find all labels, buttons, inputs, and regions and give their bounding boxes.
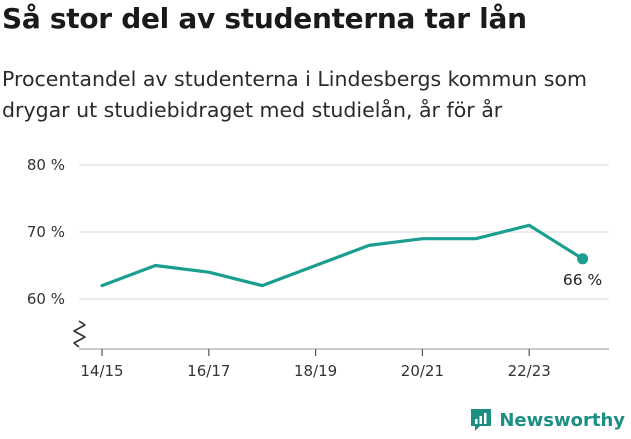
newsworthy-logo: Newsworthy: [469, 407, 625, 433]
y-axis-ticks: 60 % 70 % 80 %: [27, 156, 65, 308]
chart-title: Så stor del av studenterna tar lån: [2, 2, 527, 35]
axis-break-zigzag: [73, 320, 86, 348]
axis-break-icon: [73, 320, 86, 348]
x-tick-label: 14/15: [80, 362, 123, 380]
x-tick-label: 20/21: [401, 362, 444, 380]
series-layer: [100, 223, 589, 288]
y-tick-label: 70 %: [27, 223, 65, 241]
x-tick-label: 16/17: [187, 362, 230, 380]
y-tick-label: 80 %: [27, 156, 65, 174]
end-value-label: 66 %: [563, 271, 602, 289]
newsworthy-logo-icon: [471, 409, 492, 431]
x-tick-label: 22/23: [508, 362, 551, 380]
x-tick-label: 18/19: [294, 362, 337, 380]
y-tick-label: 60 %: [27, 290, 65, 308]
series-line: [100, 223, 585, 288]
end-point-marker: [577, 253, 589, 265]
logo-text: Newsworthy: [499, 409, 625, 431]
gridlines: [79, 164, 609, 300]
chart-subtitle: Procentandel av studenterna i Lindesberg…: [2, 67, 588, 122]
x-axis-ticks: 14/15 16/17 18/19 20/21 22/23: [80, 349, 551, 380]
